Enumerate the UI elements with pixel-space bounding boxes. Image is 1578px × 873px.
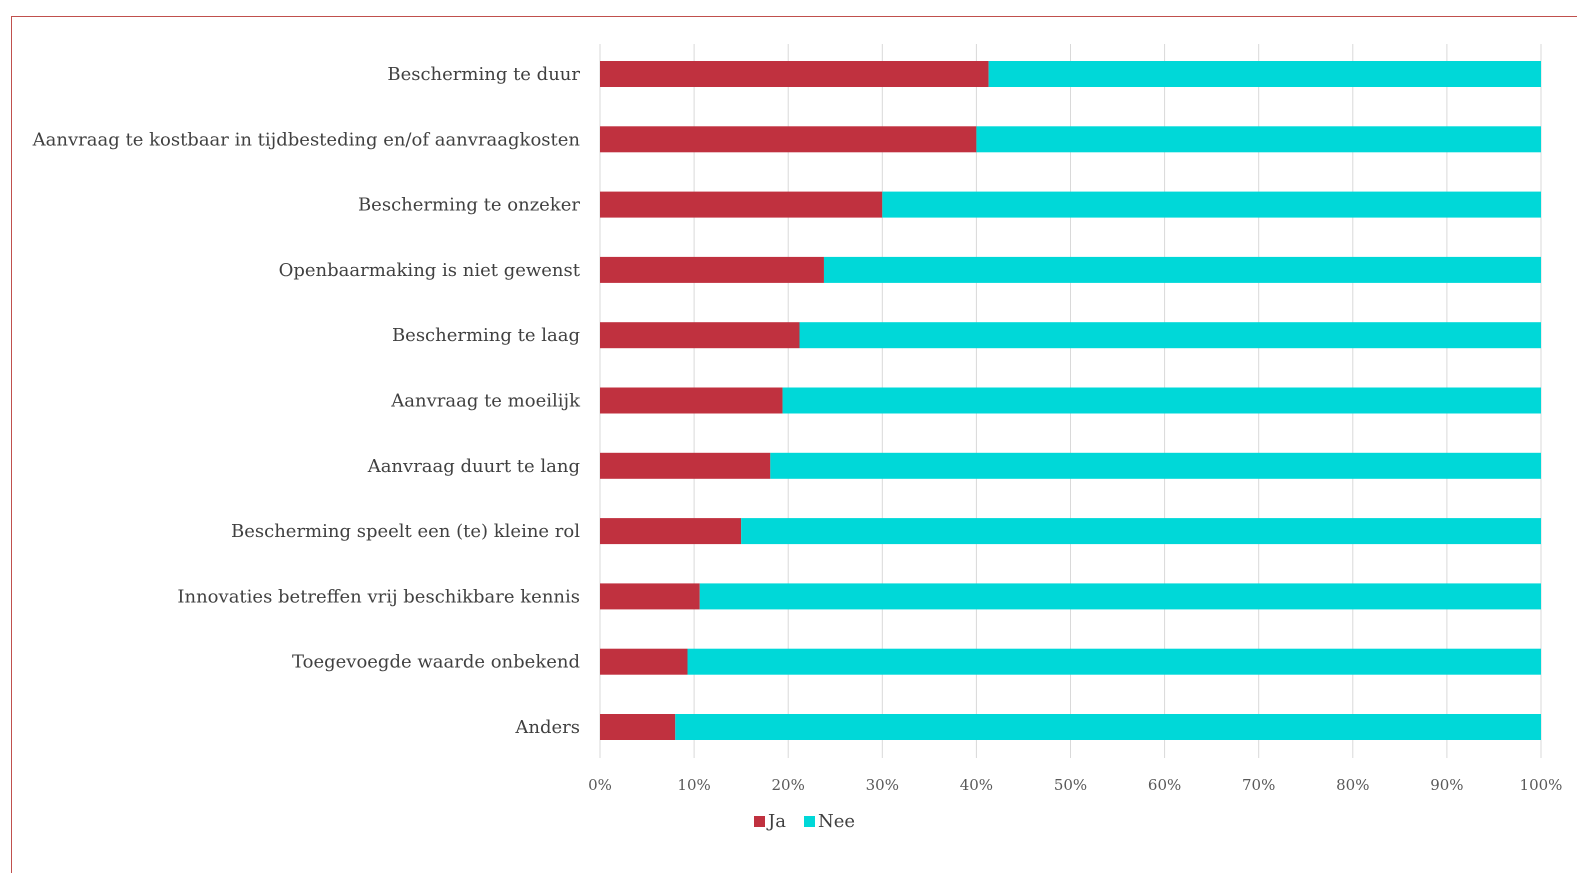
bar-nee [976,126,1541,153]
bar-nee [823,256,1541,283]
category-label: Anders [514,717,580,738]
bar-nee [741,518,1541,545]
bar-nee [675,714,1541,740]
x-tick-label: 10% [677,776,710,794]
x-tick-label: 70% [1242,776,1275,794]
category-label: Aanvraag te moeilijk [390,391,581,412]
category-label: Bescherming speelt een (te) kleine rol [231,521,580,542]
x-tick-label: 0% [588,776,612,794]
bar-ja [600,322,800,349]
bar-ja [600,714,676,740]
category-label: Innovaties betreffen vrij beschikbare ke… [177,586,580,607]
bar-ja [600,583,700,610]
legend-swatch-ja [754,816,765,827]
bar-nee [782,387,1541,414]
bar-ja [600,648,688,675]
bar-nee [799,322,1541,349]
legend-label-ja: Ja [766,811,786,832]
x-tick-label: 30% [866,776,899,794]
bar-nee [699,583,1541,610]
bar-ja [600,452,771,479]
bar-nee [770,452,1541,479]
x-tick-label: 50% [1054,776,1087,794]
category-label: Aanvraag te kostbaar in tijdbesteding en… [32,129,581,150]
bar-ja [600,61,989,87]
category-labels: Bescherming te duur Aanvraag te kostbaar … [32,64,581,738]
x-tick-label: 60% [1148,776,1181,794]
x-tick-label: 90% [1430,776,1463,794]
category-label: Bescherming te duur [387,64,580,85]
bar-nee [882,191,1541,218]
bar-ja [600,518,742,545]
category-label: Toegevoegde waarde onbekend [292,652,580,673]
category-label: Bescherming te onzeker [358,195,580,216]
bar-nee [687,648,1541,675]
x-tick-label: 20% [772,776,805,794]
bar-nee [988,61,1541,87]
legend-label-nee: Nee [818,811,855,832]
bars [600,61,1541,740]
bar-ja [600,256,824,283]
legend: Ja Nee [754,811,855,832]
bar-ja [600,191,883,218]
legend-swatch-nee [804,816,815,827]
x-tick-label: 40% [960,776,993,794]
category-label: Openbaarmaking is niet gewenst [279,260,581,281]
category-label: Aanvraag duurt te lang [367,456,580,477]
x-tick-label: 100% [1520,776,1563,794]
x-tick-labels: 0% 10% 20% 30% 40% 50% 60% 70% 80% 90% 100% [588,776,1562,794]
chart-frame [11,16,1577,873]
bar-ja [600,387,783,414]
bar-ja [600,126,977,153]
category-label: Bescherming te laag [392,325,580,346]
x-tick-label: 80% [1336,776,1369,794]
